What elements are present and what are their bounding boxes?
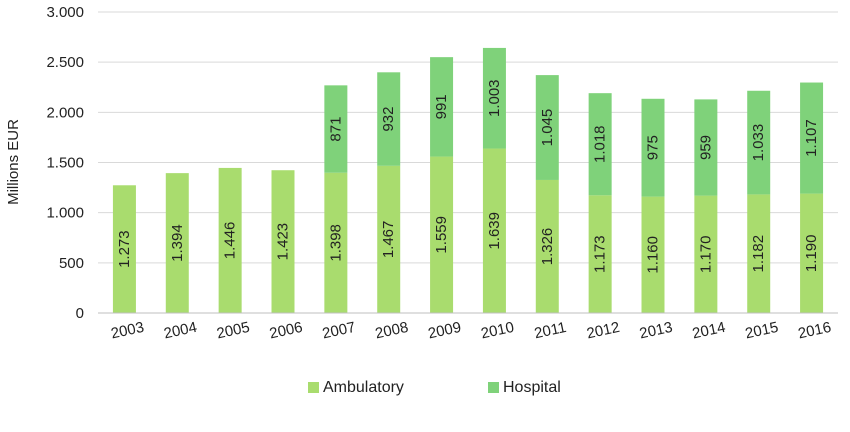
gridlines	[98, 11, 838, 264]
data-label: 1.182	[750, 235, 767, 273]
bar-ambulatory-2015	[747, 194, 771, 313]
bar-hospital-2008	[377, 72, 401, 166]
y-tick-label: 3.000	[46, 4, 84, 21]
bar-ambulatory-2009	[430, 156, 454, 313]
y-tick-label: 1.500	[46, 155, 84, 172]
x-tick-label: 2012	[585, 319, 621, 343]
x-tick-label: 2009	[427, 319, 463, 343]
data-label: 959	[697, 135, 714, 160]
bar-ambulatory-2014	[694, 195, 718, 313]
data-label: 1.326	[539, 228, 556, 266]
x-tick-label: 2016	[797, 319, 833, 343]
data-label: 1.160	[645, 236, 662, 274]
data-label: 991	[433, 94, 450, 119]
bar-hospital-2009	[430, 57, 454, 157]
x-tick-label: 2010	[479, 319, 515, 343]
data-label: 1.559	[433, 216, 450, 254]
data-label: 1.190	[803, 235, 820, 273]
bar-ambulatory-2012	[588, 195, 612, 313]
data-label: 1.423	[275, 223, 292, 261]
data-label: 1.107	[803, 119, 820, 157]
legend-swatch-ambulatory	[308, 382, 319, 393]
bar-hospital-2010	[482, 47, 506, 149]
legend-swatch-hospital	[488, 382, 499, 393]
bar-ambulatory-2005	[218, 167, 242, 313]
x-tick-label: 2013	[638, 319, 674, 343]
x-tick-label: 2007	[321, 319, 357, 343]
data-label: 1.045	[539, 109, 556, 147]
y-tick-label: 2.000	[46, 104, 84, 121]
x-tick-label: 2011	[533, 319, 568, 342]
bar-hospital-2007	[324, 85, 348, 173]
bar-hospital-2016	[800, 82, 824, 194]
data-label: 1.173	[592, 235, 609, 273]
x-tick-label: 2014	[691, 319, 727, 343]
data-label: 1.033	[750, 124, 767, 162]
legend: Ambulatory Hospital	[308, 379, 561, 396]
data-label: 1.170	[697, 236, 714, 274]
bar-hospital-2014	[694, 99, 718, 196]
data-label: 871	[327, 117, 344, 142]
data-label: 1.003	[486, 79, 503, 117]
bar-labels: 1.273 1.394 1.446 1.423 1.398 871 1.467 932 1.55…	[116, 79, 820, 273]
x-tick-label: 2003	[109, 319, 145, 343]
bars	[112, 47, 824, 313]
legend-label-ambulatory: Ambulatory	[323, 379, 404, 396]
bar-ambulatory-2003	[112, 185, 136, 313]
bar-hospital-2013	[641, 98, 665, 197]
data-label: 932	[380, 107, 397, 132]
y-axis-title: Millions EUR	[5, 119, 22, 205]
data-label: 1.446	[222, 222, 239, 260]
x-tick-label: 2005	[215, 319, 251, 343]
x-tick-label: 2008	[374, 319, 410, 343]
bar-ambulatory-2016	[800, 193, 824, 313]
x-axis-ticks: 2003 2004 2005 2006 2007 2008 2009 2010 2011 2012…	[109, 319, 832, 343]
y-axis-ticks: 0 500 1.000 1.500 2.000 2.500 3.000	[46, 4, 84, 322]
data-label: 1.639	[486, 212, 503, 250]
x-tick-label: 2004	[162, 319, 198, 343]
data-label: 1.018	[592, 125, 609, 163]
bar-ambulatory-2006	[271, 170, 295, 313]
data-label: 1.467	[380, 221, 397, 259]
y-tick-label: 0	[76, 305, 84, 322]
data-label: 975	[645, 135, 662, 160]
x-tick-label: 2015	[744, 319, 780, 343]
bar-ambulatory-2007	[324, 172, 348, 313]
bar-hospital-2011	[535, 75, 559, 180]
bar-ambulatory-2010	[482, 148, 506, 313]
bar-hospital-2012	[588, 93, 612, 196]
data-label: 1.394	[169, 224, 186, 262]
y-tick-label: 2.500	[46, 54, 84, 71]
bar-hospital-2015	[747, 90, 771, 195]
data-label: 1.273	[116, 230, 133, 268]
bar-ambulatory-2013	[641, 196, 665, 313]
bar-ambulatory-2008	[377, 165, 401, 313]
x-tick-label: 2006	[268, 319, 304, 343]
y-tick-label: 1.000	[46, 205, 84, 222]
y-tick-label: 500	[59, 255, 84, 272]
legend-label-hospital: Hospital	[503, 379, 561, 396]
data-label: 1.398	[327, 224, 344, 262]
bar-ambulatory-2004	[165, 173, 189, 313]
bar-ambulatory-2011	[535, 179, 559, 313]
